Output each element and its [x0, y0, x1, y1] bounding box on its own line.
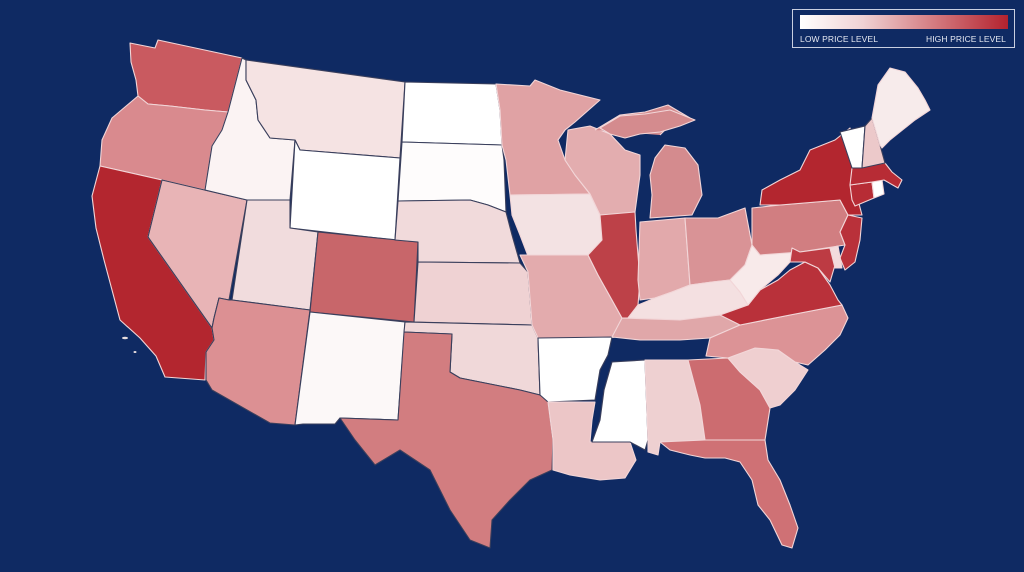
state-delaware[interactable] [829, 245, 843, 269]
state-maine[interactable] [871, 67, 931, 149]
state-texas[interactable] [339, 331, 554, 549]
state-north-dakota[interactable] [401, 81, 503, 146]
state-massachusetts[interactable] [849, 162, 903, 189]
state-new-hampshire[interactable] [861, 117, 886, 169]
state-arkansas[interactable] [537, 336, 613, 403]
state-new-jersey[interactable] [839, 214, 863, 271]
legend-high-label: HIGH PRICE LEVEL [925, 34, 1006, 44]
state-kansas[interactable] [413, 261, 533, 326]
legend-gradient-bar [800, 15, 1008, 29]
state-rhode-island[interactable] [871, 179, 885, 199]
state-montana[interactable] [245, 59, 406, 159]
state-nebraska[interactable] [394, 199, 521, 264]
legend-low-label: LOW PRICE LEVEL [800, 34, 879, 44]
state-maryland[interactable] [789, 247, 836, 283]
channel-island [133, 351, 137, 353]
state-florida[interactable] [659, 439, 799, 549]
state-minnesota[interactable] [495, 79, 601, 196]
state-louisiana[interactable] [547, 401, 637, 481]
channel-island [122, 336, 128, 340]
state-new-mexico[interactable] [294, 311, 406, 426]
state-colorado[interactable] [309, 231, 419, 323]
color-legend: LOW PRICE LEVEL HIGH PRICE LEVEL [792, 9, 1015, 48]
state-michigan-upper[interactable] [599, 109, 696, 139]
